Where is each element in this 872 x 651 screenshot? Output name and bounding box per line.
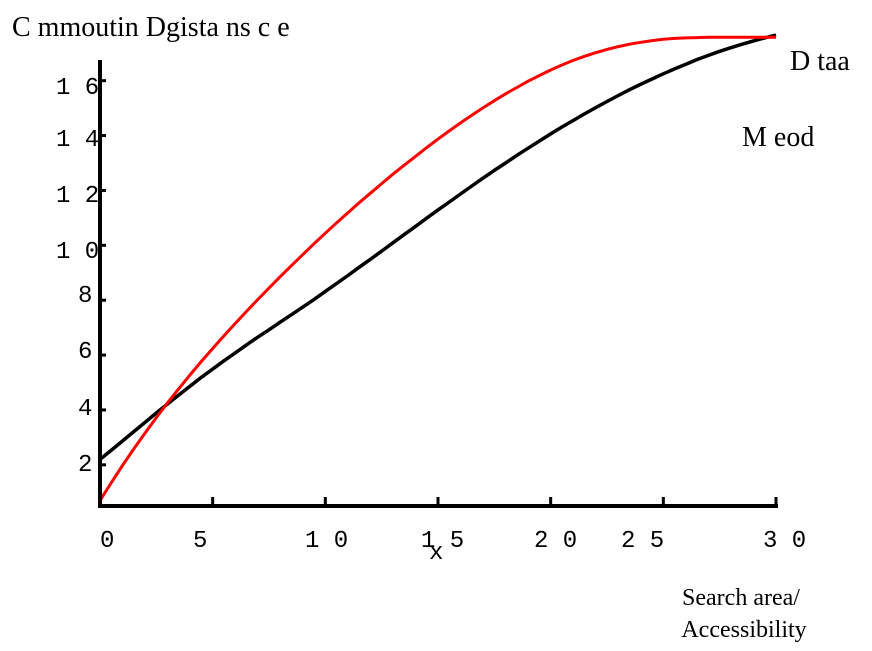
x-axis-unit-marker: x	[429, 540, 443, 567]
y-tick-label: 1 4	[56, 127, 99, 154]
x-tick-label: 3 0	[763, 528, 806, 555]
y-tick-label: 6	[78, 339, 92, 366]
x-tick-label: 1 5	[421, 528, 464, 555]
y-tick-label: 8	[78, 283, 92, 310]
y-tick-label: 1 0	[56, 239, 99, 266]
x-tick-label: 2 0	[534, 528, 577, 555]
y-tick-label: 1 2	[56, 183, 99, 210]
y-axis-ticks	[98, 79, 106, 467]
series-line-data	[98, 33, 777, 461]
x-axis-label: Search area/ Accessibility	[681, 585, 806, 643]
x-tick-label: 2 5	[621, 528, 664, 555]
x-tick-label: 1 0	[305, 528, 348, 555]
series-label-data: D taa	[790, 46, 850, 77]
y-axis-tick-labels: 2 4 6 8 1 0 1 2 1 4 1 6	[56, 75, 99, 479]
x-tick-label: 5	[193, 528, 207, 555]
y-tick-label: 4	[78, 396, 92, 423]
x-axis-label-line: Search area/	[682, 585, 800, 611]
series-line-model	[98, 35, 776, 502]
chart-title: C mmoutin Dgista ns c e	[12, 12, 290, 43]
plot-lines	[98, 33, 777, 502]
series-label-model: M eod	[742, 122, 814, 153]
x-tick-label: 0	[100, 528, 114, 555]
x-axis-ticks	[98, 497, 778, 506]
x-axis-label-line: Accessibility	[681, 617, 806, 643]
y-tick-label: 2	[78, 452, 92, 479]
x-axis-tick-labels: 0 5 1 0 1 5 2 0 2 5 3 0	[100, 528, 806, 555]
y-tick-label: 1 6	[56, 75, 99, 102]
